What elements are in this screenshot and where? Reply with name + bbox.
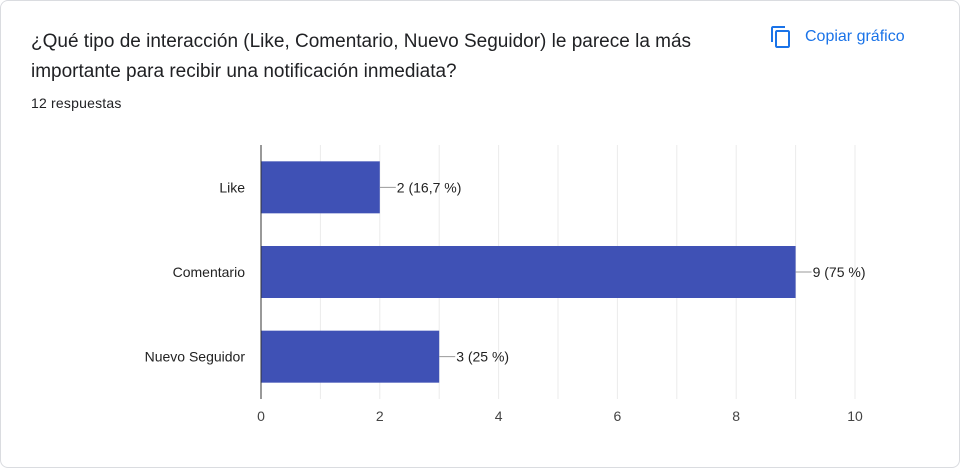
category-label: Like — [219, 179, 245, 195]
x-tick-label: 2 — [376, 408, 384, 424]
copy-icon — [769, 25, 793, 49]
bar-comentario — [261, 246, 796, 298]
bar-like — [261, 161, 380, 214]
category-label: Nuevo Seguidor — [145, 349, 246, 365]
x-tick-label: 4 — [495, 408, 503, 424]
x-tick-label: 10 — [847, 408, 863, 424]
x-tick-label: 0 — [257, 408, 265, 424]
data-label: 3 (25 %) — [456, 349, 509, 365]
data-label: 2 (16,7 %) — [397, 179, 462, 195]
x-tick-label: 8 — [732, 408, 740, 424]
copy-chart-label: Copiar gráfico — [805, 28, 905, 45]
category-label: Comentario — [173, 264, 246, 280]
bar-chart: 2 (16,7 %) Like 9 (75 %) Comentario 3 (25 %)… — [145, 145, 866, 424]
data-label: 9 (75 %) — [813, 264, 866, 280]
question-title: ¿Qué tipo de interacción (Like, Comentar… — [31, 31, 692, 82]
x-tick-label: 6 — [614, 408, 622, 424]
bar-nuevo-seguidor — [261, 330, 440, 383]
response-count: 12 respuestas — [31, 95, 122, 111]
copy-chart-button[interactable]: Copiar gráfico — [761, 19, 913, 55]
